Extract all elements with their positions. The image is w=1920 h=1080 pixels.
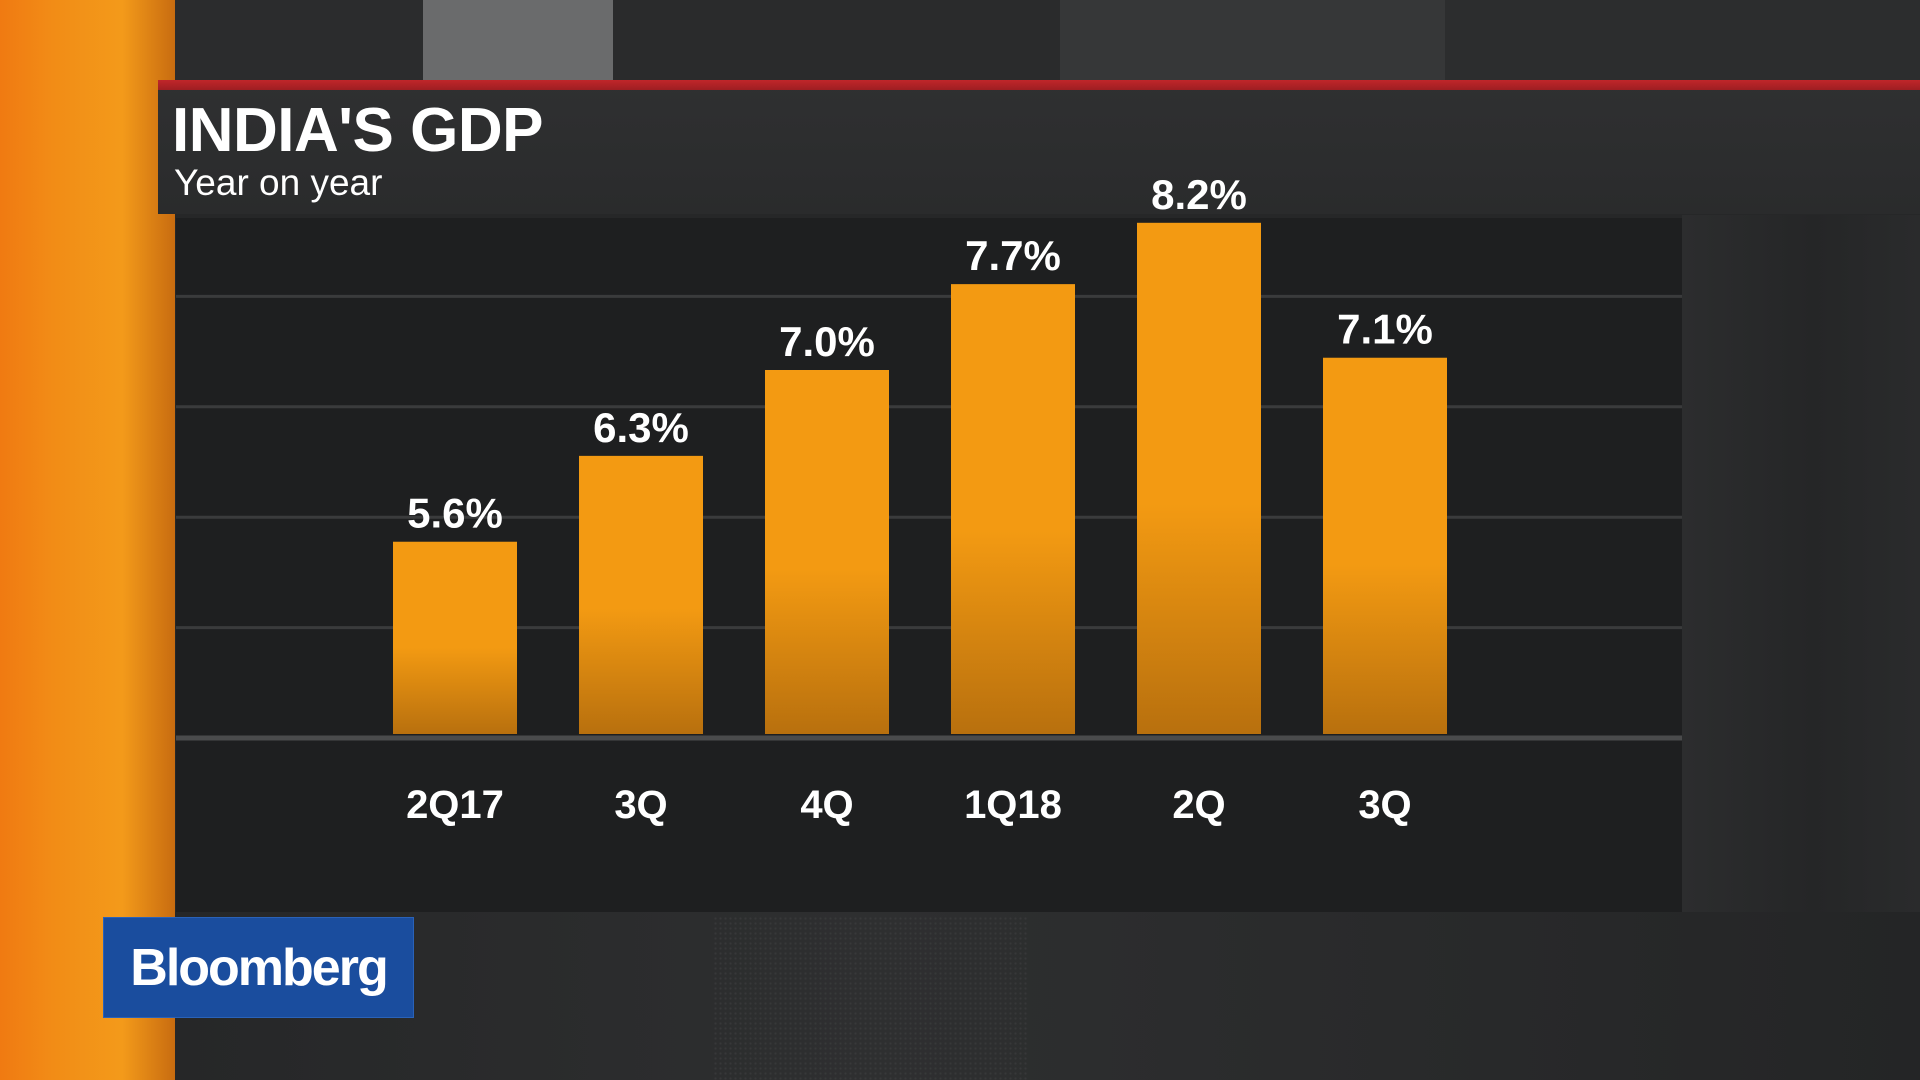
- bloomberg-logo: Bloomberg: [103, 917, 414, 1018]
- background-dot-pattern: [713, 916, 1028, 1080]
- data-label: 7.0%: [779, 318, 875, 365]
- bar: [579, 455, 703, 734]
- background-strip: [1445, 0, 1920, 82]
- x-tick-label: 2Q17: [406, 783, 504, 827]
- bar: [1323, 357, 1447, 734]
- x-tick-label: 1Q18: [964, 783, 1062, 827]
- x-tick-label: 4Q: [800, 783, 853, 827]
- background-strip: [175, 0, 423, 82]
- bar: [765, 370, 889, 734]
- background-strip: [423, 0, 613, 82]
- data-label: 8.2%: [1151, 171, 1247, 218]
- bar: [393, 541, 517, 734]
- data-label: 7.1%: [1337, 306, 1433, 353]
- chart-header: [158, 82, 1920, 214]
- background-strip: [1060, 0, 1445, 82]
- data-labels: 5.6% 6.3% 7.0% 7.7% 8.2% 7.1%: [407, 171, 1433, 537]
- background-strip: [613, 0, 1060, 82]
- data-label: 5.6%: [407, 490, 503, 537]
- chart-title: INDIA'S GDP: [172, 96, 543, 165]
- accent-bar-left: [0, 0, 175, 1080]
- data-label: 6.3%: [593, 404, 689, 451]
- bar: [1137, 222, 1261, 735]
- data-label: 7.7%: [965, 232, 1061, 279]
- x-tick-label: 3Q: [614, 783, 667, 827]
- bars: [393, 222, 1447, 735]
- header-rule: [158, 80, 1920, 90]
- x-tick-label: 2Q: [1172, 783, 1225, 827]
- bloomberg-logo-text: Bloomberg: [130, 938, 388, 997]
- x-tick-label: 3Q: [1358, 783, 1411, 827]
- chart-subtitle: Year on year: [174, 162, 383, 203]
- background-panel-bottom: [175, 912, 1920, 1080]
- bar: [951, 284, 1075, 734]
- x-tick-labels: 2Q17 3Q 4Q 1Q18 2Q 3Q: [406, 783, 1412, 827]
